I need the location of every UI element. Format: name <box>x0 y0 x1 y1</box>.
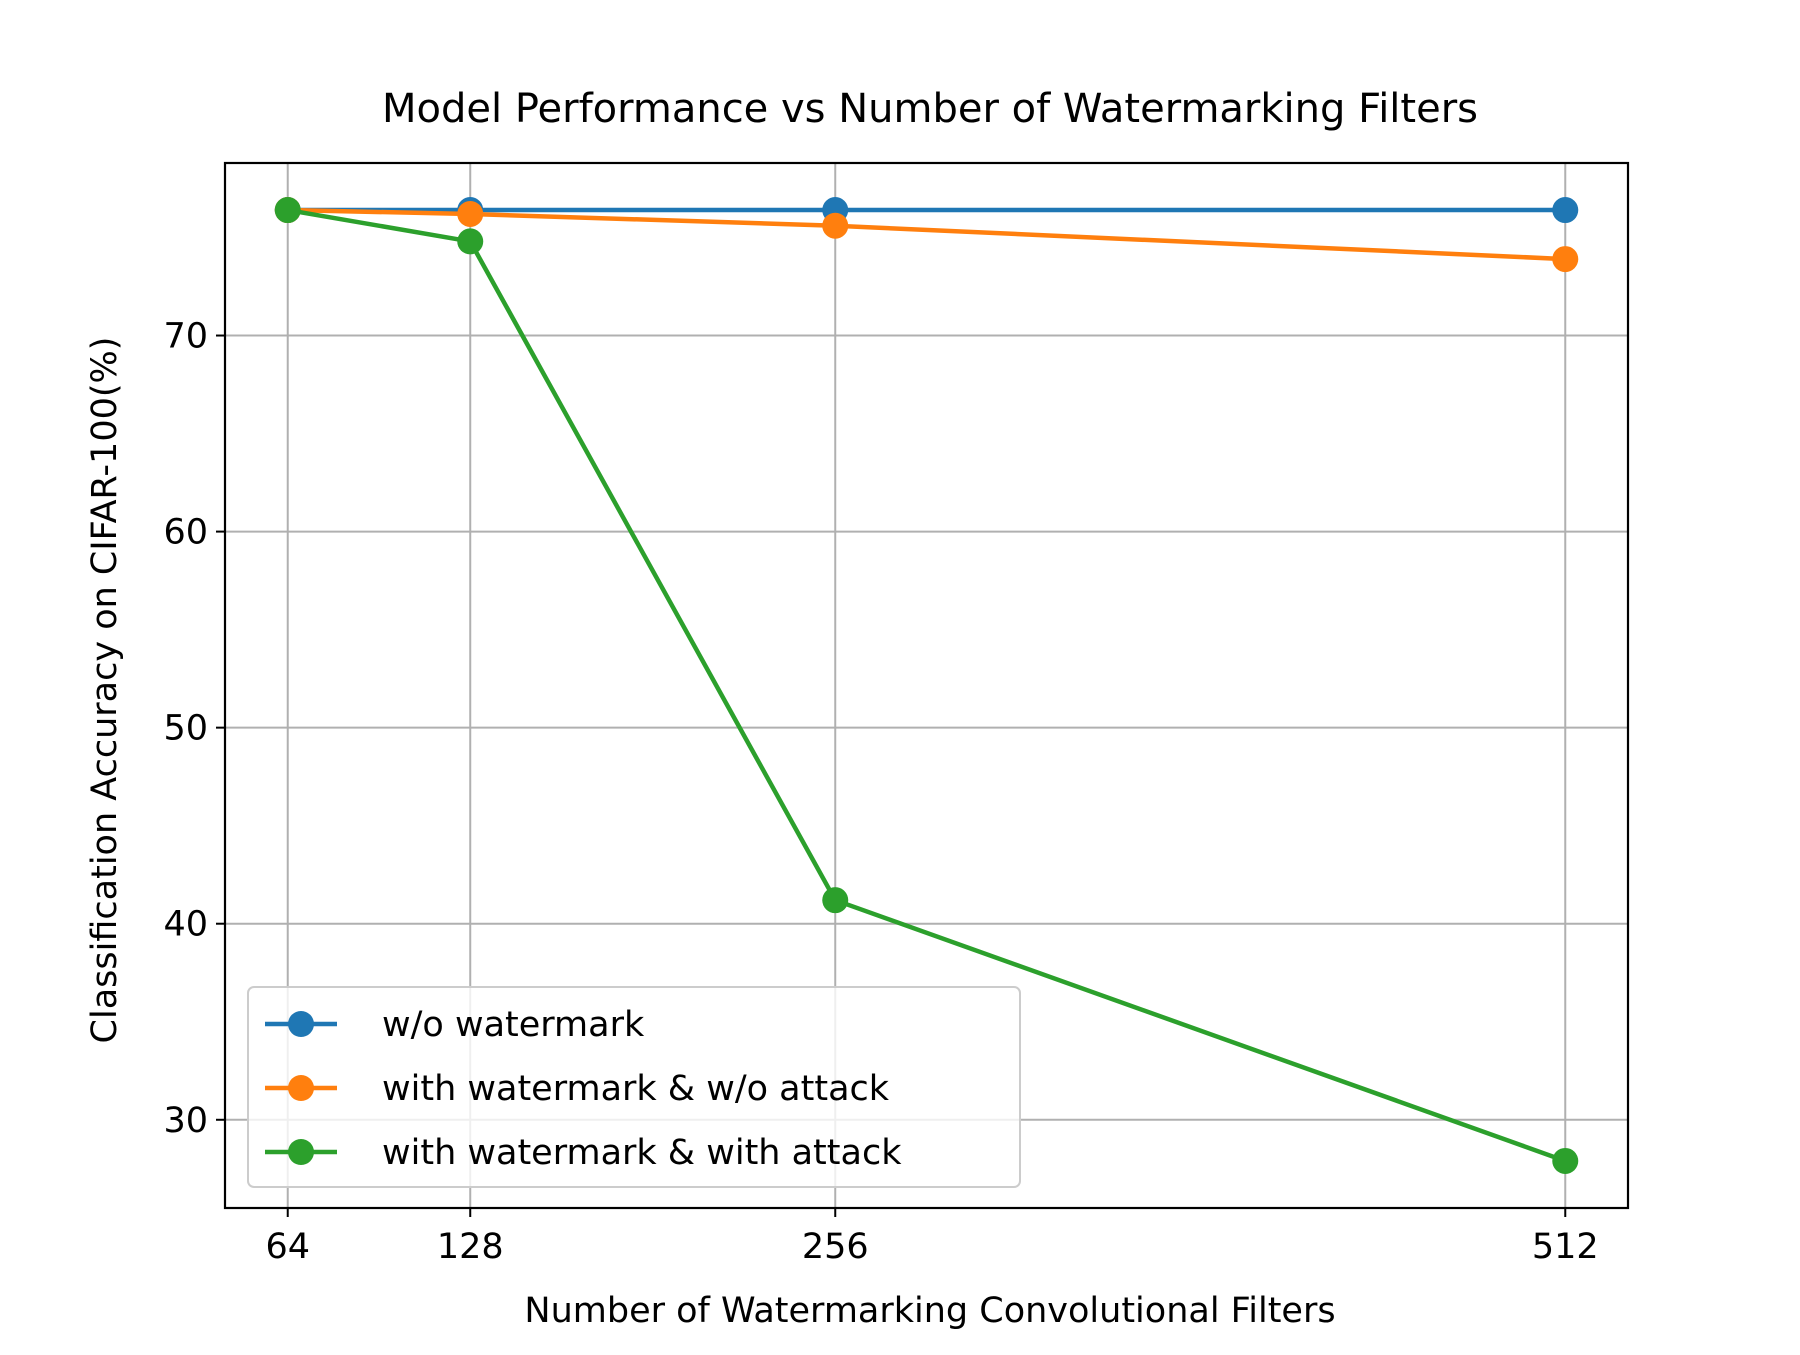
legend-swatch-marker <box>288 1011 314 1037</box>
legend-label: with watermark & with attack <box>382 1133 902 1173</box>
legend-item: w/o watermark <box>265 1005 645 1045</box>
legend-label: with watermark & w/o attack <box>382 1069 890 1109</box>
legend-item: with watermark & w/o attack <box>265 1069 890 1109</box>
legend-label: w/o watermark <box>382 1005 645 1045</box>
y-axis-label: Classification Accuracy on CIFAR-100(%) <box>85 337 125 1044</box>
series-layer <box>274 197 1579 1174</box>
data-point <box>1552 246 1579 273</box>
legend: w/o watermark with watermark & w/o attack… <box>247 986 1021 1188</box>
series-line <box>287 207 1567 1164</box>
data-point <box>457 228 484 255</box>
data-point <box>822 887 849 914</box>
data-point <box>274 197 301 224</box>
series-line <box>287 207 1566 262</box>
ticks: 64 128 256 512 30 40 50 60 70 <box>163 317 1598 1267</box>
y-tick-label: 70 <box>163 317 208 357</box>
x-tick-label: 128 <box>437 1227 504 1267</box>
plot-frame <box>223 161 1630 1210</box>
legend-swatch-marker <box>288 1075 314 1101</box>
chart-title: Model Performance vs Number of Watermark… <box>382 86 1478 132</box>
legend-swatch-marker <box>288 1139 314 1165</box>
x-tick-label: 256 <box>802 1227 869 1267</box>
y-tick-label: 60 <box>163 513 208 553</box>
y-tick-label: 40 <box>163 905 208 945</box>
legend-box <box>247 986 1021 1188</box>
data-point <box>1552 1147 1579 1174</box>
y-tick-label: 50 <box>163 709 208 749</box>
x-tick-label: 512 <box>1532 1227 1599 1267</box>
y-tick-label: 30 <box>163 1101 208 1141</box>
x-tick-label: 64 <box>265 1227 310 1267</box>
series-3 <box>274 197 1579 1174</box>
x-axis-label: Number of Watermarking Convolutional Fil… <box>524 1291 1335 1331</box>
grid <box>225 163 1628 1208</box>
data-point <box>457 200 484 227</box>
data-point <box>1552 197 1579 224</box>
legend-item: with watermark & with attack <box>265 1133 902 1173</box>
data-point <box>822 212 849 239</box>
